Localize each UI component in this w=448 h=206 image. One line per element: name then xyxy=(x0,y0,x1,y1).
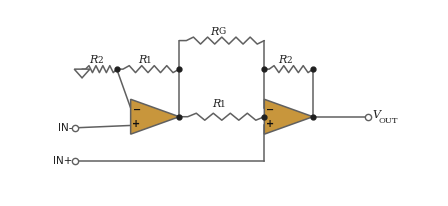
Polygon shape xyxy=(131,99,179,134)
Polygon shape xyxy=(264,99,313,134)
Text: 2: 2 xyxy=(287,56,293,65)
Text: +: + xyxy=(266,119,274,129)
Text: 1: 1 xyxy=(146,56,152,65)
Text: R: R xyxy=(138,55,146,66)
Text: OUT: OUT xyxy=(378,117,398,125)
Polygon shape xyxy=(74,69,90,78)
Text: 1: 1 xyxy=(220,99,226,109)
Text: G: G xyxy=(218,27,225,36)
Text: −: − xyxy=(266,105,274,115)
Text: +: + xyxy=(133,119,141,129)
Text: V: V xyxy=(373,110,381,120)
Text: R: R xyxy=(210,27,218,37)
Text: R: R xyxy=(211,99,220,109)
Text: −: − xyxy=(133,105,141,115)
Text: 2: 2 xyxy=(98,56,103,65)
Text: IN+: IN+ xyxy=(53,156,72,166)
Text: IN-: IN- xyxy=(58,123,72,133)
Text: R: R xyxy=(89,55,98,66)
Text: R: R xyxy=(279,55,287,66)
